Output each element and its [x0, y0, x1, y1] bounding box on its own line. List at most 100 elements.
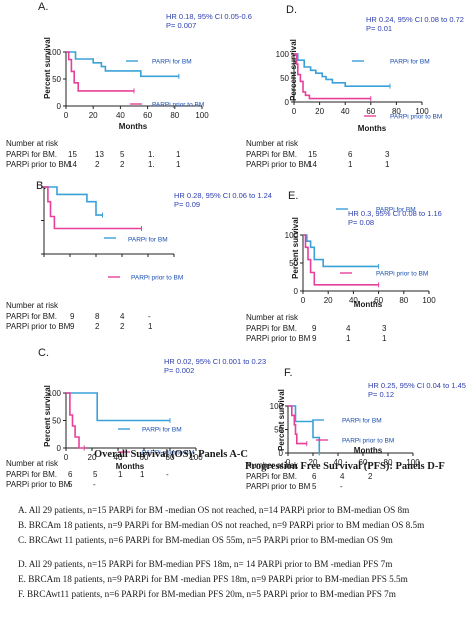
risk-value: 1 — [382, 334, 387, 343]
x-tick-label: 20 — [89, 111, 98, 120]
risk-value: - — [166, 470, 169, 479]
risk-value: 8 — [95, 312, 100, 321]
risk-value: 14 — [68, 160, 77, 169]
risk-value: 2 — [120, 322, 125, 331]
risk-value: 1 — [148, 322, 153, 331]
risk-value: 6 — [68, 470, 73, 479]
y-tick-label: 0 — [294, 287, 299, 296]
caption-key: B. — [18, 520, 27, 530]
caption-key: A. — [18, 505, 27, 515]
risk-value: 9 — [312, 324, 317, 333]
x-tick-label: 40 — [114, 453, 123, 462]
risk-value: 15 — [68, 150, 77, 159]
caption-text: All 29 patients, n=15 PARPi for BM -medi… — [26, 505, 410, 515]
series-line-parpi-prior-to-bm — [44, 186, 142, 230]
risk-value: - — [148, 312, 151, 321]
risk-value: 6 — [348, 150, 353, 159]
risk-value: 9 — [312, 334, 317, 343]
caption-e: E. BRCAm 18 patients, n=9 PARPi for BM -… — [18, 574, 408, 584]
legend-entry: PARPi for BM — [390, 59, 430, 66]
risk-value: 9 — [70, 312, 75, 321]
legend-entry: PARPi prior to BM — [131, 275, 183, 282]
caption-d: D. All 29 patients, n=15 PARPi for BM-me… — [18, 559, 392, 569]
y-tick-label: 50 — [274, 426, 283, 435]
stats-line: HR 0.18, 95% CI 0.05-0.6 — [166, 12, 252, 21]
x-tick-label: 40 — [334, 458, 343, 467]
caption-text: BRCAwt11 patients, n=6 PARPi for BM-medi… — [24, 589, 396, 599]
series-line-parpi-prior-to-bm — [66, 392, 85, 449]
x-tick-label: 80 — [170, 111, 179, 120]
x-axis-label: Months — [354, 300, 383, 309]
risk-value: 14 — [308, 160, 317, 169]
caption-text: BRCAm 18 patients, n=9 PARPi for BM-medi… — [26, 520, 425, 530]
series-line-parpi-prior-to-bm — [303, 234, 379, 286]
risk-table: Number at risk PARPi for BM. 15 13 5 1. 1 PARPi… — [0, 139, 240, 173]
y-tick-label: 0 — [57, 102, 62, 111]
risk-value: 4 — [340, 472, 345, 481]
series-line-parpi-for-bm — [66, 51, 179, 78]
y-tick-label: 50 — [289, 259, 298, 268]
pfs-section-title: Progression Free Survival (PFS): Panels … — [245, 461, 445, 472]
x-tick-label: 60 — [143, 111, 152, 120]
x-tick-label: 100 — [406, 458, 420, 467]
caption-b: B. BRCAm 18 patients, n=9 PARPi for BM-m… — [18, 520, 424, 530]
y-tick-label: 100 — [285, 231, 299, 240]
y-tick-label: 50 — [52, 417, 61, 426]
risk-value: 1 — [118, 470, 123, 479]
legend-entry: PARPi prior to BM — [142, 450, 194, 457]
y-tick-label: 0 — [285, 98, 290, 107]
caption-text: BRCAwt 11 patients, n=6 PARPi for BM-med… — [26, 535, 393, 545]
legend-entry: PARPi prior to BM — [152, 102, 204, 109]
risk-value: 5 — [120, 150, 125, 159]
series-line-parpi-prior-to-bm — [66, 51, 134, 92]
stats-line: HR 0.3, 95% CI 0.08 to 1.16 — [348, 209, 442, 218]
series-line-parpi-for-bm — [66, 392, 170, 422]
x-axis-label: Months — [119, 122, 148, 131]
x-tick-label: 40 — [349, 296, 358, 305]
panel-label: B. — [36, 180, 46, 192]
x-tick-label: 60 — [366, 107, 375, 116]
stats-line: P= 0.01 — [366, 24, 392, 33]
x-tick-label: 60 — [374, 296, 383, 305]
risk-value: 1 — [348, 160, 353, 169]
stats-line: P= 0.007 — [166, 21, 196, 30]
risk-value: 3 — [385, 150, 390, 159]
risk-row-label: PARPi prior to BM — [6, 480, 71, 489]
risk-value: 9 — [70, 322, 75, 331]
km-panel-a: A. HR 0.18, 95% CI 0.05-0.6P= 0.007 0 20 40 6… — [38, 1, 252, 131]
caption-key: F. — [18, 589, 25, 599]
series-line-parpi-for-bm — [294, 53, 390, 87]
caption-key: D. — [18, 559, 27, 569]
risk-value: 1 — [346, 334, 351, 343]
risk-value: 1 — [140, 470, 145, 479]
y-axis-label: Percent survival — [43, 385, 52, 447]
legend-entry: PARPi for BM — [142, 427, 182, 434]
stats-line: P= 0.12 — [368, 390, 394, 399]
y-tick-label: 0 — [57, 444, 62, 453]
risk-value: 4 — [346, 324, 351, 333]
stats-line: P= 0.09 — [174, 200, 200, 209]
risk-row-label: PARPi for BM. — [6, 470, 57, 479]
risk-value: 6 — [312, 472, 317, 481]
risk-value: 1. — [148, 160, 155, 169]
panel-label: C. — [38, 347, 49, 359]
x-tick-label: 0 — [286, 458, 291, 467]
x-axis-label: Months — [354, 446, 383, 455]
risk-value: 1 — [176, 160, 181, 169]
series-line-parpi-for-bm — [303, 234, 379, 268]
stats-line: HR 0.25, 95% CI 0.04 to 1.45 — [368, 381, 466, 390]
y-axis-label: Percent survival — [291, 217, 300, 279]
risk-row-label: PARPi for BM. — [6, 150, 57, 159]
os-section-title: Overall Survival (OS): Panels A-C — [94, 449, 248, 460]
x-tick-label: 20 — [324, 296, 333, 305]
x-tick-label: 20 — [315, 107, 324, 116]
risk-value: 5 — [68, 480, 73, 489]
risk-value: 1 — [385, 160, 390, 169]
panel-label: F. — [284, 367, 293, 379]
series-line-parpi-prior-to-bm — [288, 405, 307, 445]
caption-key: E. — [18, 574, 26, 584]
x-tick-label: 80 — [399, 296, 408, 305]
x-tick-label: 100 — [422, 296, 436, 305]
stats-line: P= 0.08 — [348, 218, 374, 227]
x-tick-label: 100 — [415, 107, 429, 116]
